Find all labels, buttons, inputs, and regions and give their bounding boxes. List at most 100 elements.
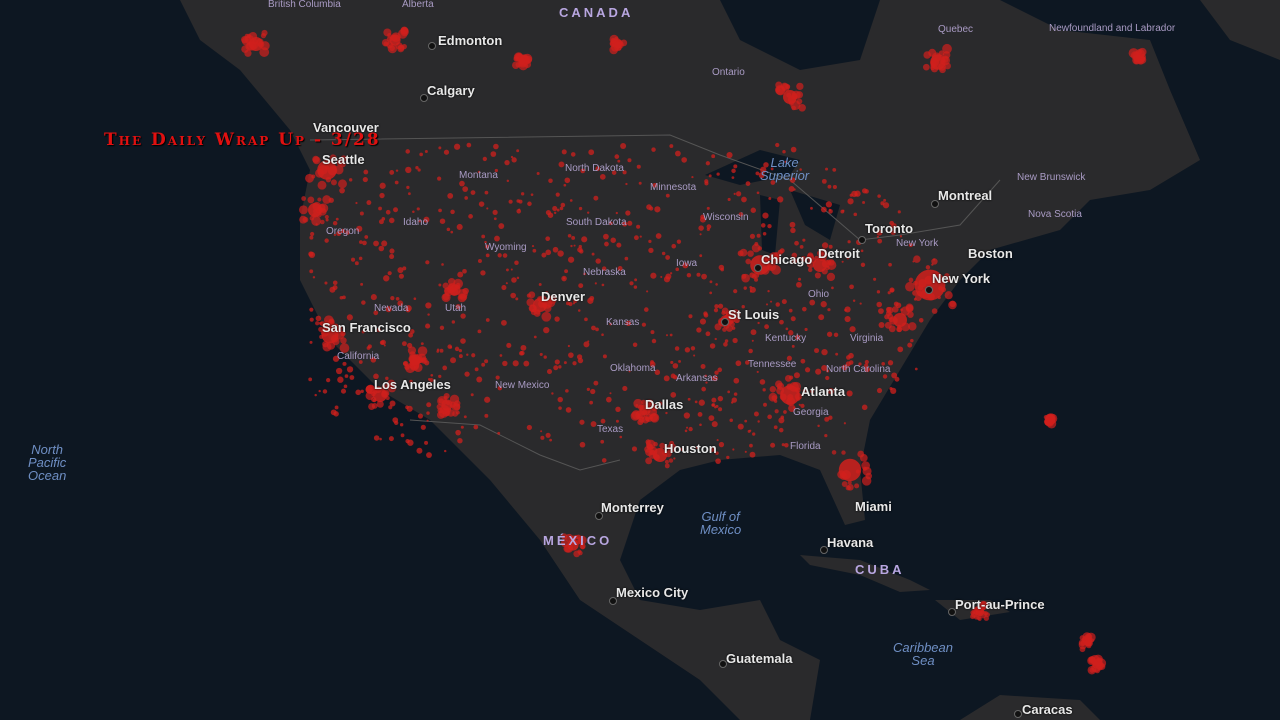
case-marker[interactable]: [768, 196, 772, 200]
case-marker[interactable]: [730, 309, 741, 319]
case-marker[interactable]: [576, 354, 583, 360]
case-marker[interactable]: [653, 448, 667, 462]
case-marker[interactable]: [571, 236, 576, 240]
case-marker[interactable]: [824, 416, 830, 422]
case-marker[interactable]: [480, 270, 486, 276]
case-marker[interactable]: [453, 403, 461, 411]
case-marker[interactable]: [476, 376, 483, 383]
case-marker[interactable]: [671, 243, 677, 249]
case-marker[interactable]: [794, 240, 799, 246]
case-marker[interactable]: [791, 344, 795, 348]
case-marker[interactable]: [741, 273, 750, 283]
case-marker[interactable]: [536, 172, 540, 176]
case-marker[interactable]: [892, 306, 899, 313]
case-marker[interactable]: [853, 212, 858, 217]
case-marker[interactable]: [862, 200, 866, 204]
case-marker[interactable]: [718, 441, 725, 448]
case-marker[interactable]: [441, 263, 444, 266]
case-marker[interactable]: [570, 244, 573, 248]
case-marker[interactable]: [709, 280, 713, 284]
case-marker[interactable]: [888, 262, 892, 267]
case-marker[interactable]: [828, 208, 832, 212]
case-marker[interactable]: [329, 154, 337, 162]
case-marker[interactable]: [814, 348, 820, 354]
case-marker[interactable]: [351, 257, 356, 262]
case-marker[interactable]: [779, 248, 785, 254]
case-marker[interactable]: [577, 309, 581, 312]
case-marker[interactable]: [335, 217, 339, 221]
case-marker[interactable]: [379, 182, 386, 189]
case-marker[interactable]: [424, 440, 429, 445]
case-marker[interactable]: [745, 181, 751, 186]
case-marker[interactable]: [401, 341, 407, 347]
case-marker[interactable]: [633, 285, 638, 289]
case-marker[interactable]: [691, 175, 694, 179]
case-marker[interactable]: [516, 209, 522, 214]
case-marker[interactable]: [749, 451, 756, 458]
case-marker[interactable]: [493, 143, 499, 150]
case-marker[interactable]: [1135, 54, 1141, 60]
case-marker[interactable]: [778, 427, 784, 433]
case-marker[interactable]: [501, 284, 507, 291]
case-marker[interactable]: [324, 281, 328, 285]
case-marker[interactable]: [663, 375, 670, 382]
case-marker[interactable]: [408, 332, 414, 338]
case-marker[interactable]: [458, 349, 462, 353]
case-marker[interactable]: [770, 180, 776, 185]
case-marker[interactable]: [453, 143, 461, 150]
case-marker[interactable]: [518, 57, 526, 65]
case-marker[interactable]: [322, 322, 329, 329]
case-marker[interactable]: [484, 396, 491, 403]
case-marker[interactable]: [665, 255, 670, 260]
case-marker[interactable]: [591, 325, 596, 331]
case-marker[interactable]: [747, 250, 754, 257]
case-marker[interactable]: [745, 258, 752, 265]
case-marker[interactable]: [366, 346, 371, 350]
case-marker[interactable]: [798, 103, 806, 112]
case-marker[interactable]: [718, 264, 725, 271]
case-marker[interactable]: [516, 276, 520, 280]
case-marker[interactable]: [893, 301, 899, 307]
case-marker[interactable]: [653, 441, 658, 447]
case-marker[interactable]: [659, 442, 666, 449]
case-marker[interactable]: [349, 375, 355, 380]
case-marker[interactable]: [408, 192, 411, 196]
case-marker[interactable]: [606, 396, 612, 403]
case-marker[interactable]: [706, 224, 712, 229]
case-marker[interactable]: [726, 151, 733, 159]
case-marker[interactable]: [379, 437, 382, 441]
case-marker[interactable]: [832, 184, 837, 190]
case-marker[interactable]: [731, 168, 736, 174]
case-marker[interactable]: [781, 443, 785, 447]
case-marker[interactable]: [526, 298, 535, 307]
case-marker[interactable]: [680, 447, 684, 452]
case-marker[interactable]: [381, 240, 388, 247]
case-marker[interactable]: [609, 322, 613, 326]
case-marker[interactable]: [400, 433, 405, 438]
case-marker[interactable]: [556, 208, 560, 212]
case-marker[interactable]: [749, 233, 756, 239]
case-marker[interactable]: [360, 282, 364, 286]
case-marker[interactable]: [417, 168, 421, 172]
case-marker[interactable]: [727, 197, 731, 202]
case-marker[interactable]: [586, 387, 590, 392]
case-marker[interactable]: [650, 403, 659, 412]
case-marker[interactable]: [512, 61, 520, 70]
case-marker[interactable]: [370, 294, 377, 301]
case-marker[interactable]: [727, 390, 731, 394]
case-marker[interactable]: [908, 242, 913, 248]
case-marker[interactable]: [745, 360, 750, 365]
case-marker[interactable]: [552, 205, 558, 212]
case-marker[interactable]: [788, 308, 793, 313]
case-marker[interactable]: [655, 233, 662, 239]
case-marker[interactable]: [611, 170, 617, 175]
case-marker[interactable]: [416, 207, 420, 211]
case-marker[interactable]: [505, 282, 508, 285]
case-marker[interactable]: [561, 275, 567, 282]
case-marker[interactable]: [385, 382, 391, 388]
case-marker[interactable]: [693, 354, 696, 357]
case-marker[interactable]: [460, 338, 466, 344]
case-marker[interactable]: [821, 348, 828, 356]
case-marker[interactable]: [712, 375, 718, 382]
case-marker[interactable]: [1092, 661, 1100, 669]
